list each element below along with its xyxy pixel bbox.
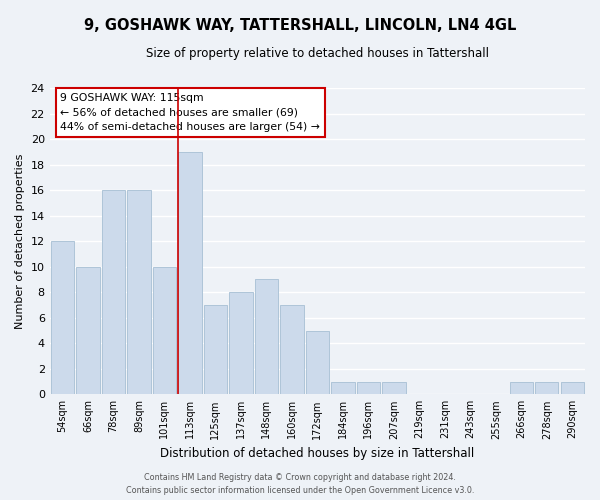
Bar [356, 382, 380, 394]
X-axis label: Distribution of detached houses by size in Tattershall: Distribution of detached houses by size … [160, 447, 475, 460]
Bar [101, 190, 125, 394]
Text: 9 GOSHAWK WAY: 115sqm
← 56% of detached houses are smaller (69)
44% of semi-deta: 9 GOSHAWK WAY: 115sqm ← 56% of detached … [61, 92, 320, 132]
Bar [331, 382, 355, 394]
Bar [305, 330, 329, 394]
Bar [127, 190, 151, 394]
Bar [76, 266, 100, 394]
Bar [50, 241, 74, 394]
Text: Contains HM Land Registry data © Crown copyright and database right 2024.
Contai: Contains HM Land Registry data © Crown c… [126, 474, 474, 495]
Bar [178, 152, 202, 394]
Bar [229, 292, 253, 394]
Bar [152, 266, 176, 394]
Bar [254, 280, 278, 394]
Text: 9, GOSHAWK WAY, TATTERSHALL, LINCOLN, LN4 4GL: 9, GOSHAWK WAY, TATTERSHALL, LINCOLN, LN… [84, 18, 516, 32]
Y-axis label: Number of detached properties: Number of detached properties [15, 154, 25, 329]
Bar [560, 382, 584, 394]
Bar [382, 382, 406, 394]
Bar [535, 382, 559, 394]
Bar [280, 305, 304, 394]
Bar [203, 305, 227, 394]
Title: Size of property relative to detached houses in Tattershall: Size of property relative to detached ho… [146, 48, 489, 60]
Bar [509, 382, 533, 394]
